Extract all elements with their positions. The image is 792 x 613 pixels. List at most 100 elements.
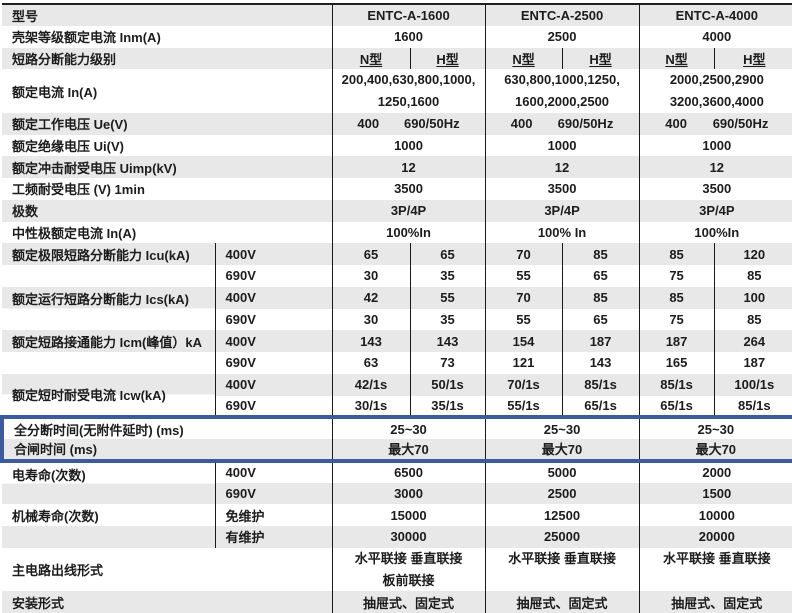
cell-value: 73	[409, 352, 486, 374]
value-line	[486, 570, 639, 592]
cell-value: 121	[484, 352, 563, 374]
cell-value: 100% In	[484, 221, 640, 244]
row-label: 安装形式	[2, 591, 333, 613]
cell-value: 85	[638, 286, 715, 309]
table-row: 中性极额定电流 In(A) 100%In 100% In 100%In	[2, 221, 792, 244]
cell-value: 85	[638, 243, 715, 265]
cell-value: 35	[409, 265, 486, 287]
row-label: 额定运行短路分断能力 Ics(kA)	[2, 286, 215, 331]
sub-label: 690V	[214, 482, 333, 505]
cell-value: 55	[409, 286, 486, 309]
cell-value: 630,800,1000,1250, 1600,2000,2500	[484, 69, 640, 113]
cell-value: 75	[638, 265, 715, 287]
cell-value: 75	[638, 308, 715, 331]
cell-value: 42	[331, 286, 411, 309]
table-row: 安装形式 抽屉式、固定式 抽屉式、固定式 抽屉式、固定式	[2, 591, 792, 613]
cell-value: 65/1s	[638, 395, 715, 418]
value-line: 1600,2000,2500	[515, 94, 610, 109]
sub-label: 690V	[214, 352, 333, 374]
table-row-highlighted: 全分断时间(无附件延时) (ms) 25~30 25~30 25~30	[0, 415, 792, 439]
cell-value: 12	[638, 156, 792, 178]
cell-value: 3000	[331, 482, 486, 505]
value-line: 水平联接 垂直联接	[662, 550, 771, 566]
cell-value: 85	[713, 265, 792, 287]
row-label: 全分断时间(无附件延时) (ms)	[0, 415, 333, 439]
table-row: 690V 3000 2500 1500	[2, 482, 792, 505]
table-row: 机械寿命(次数) 免维护 15000 12500 10000	[2, 504, 792, 548]
table-row: 690V 30/1s 35/1s 55/1s 65/1s 65/1s 85/1s	[2, 395, 792, 418]
cell-value: 4000	[638, 25, 792, 48]
table-row: 额定冲击耐受电压 Uimp(kV) 12 12 12	[2, 156, 792, 178]
value-line: 1250,1600	[377, 94, 440, 109]
cell-value: 6500	[331, 460, 486, 483]
cell-value: 187	[561, 330, 640, 352]
cell-value: 25~30	[484, 415, 640, 439]
row-label: 额定电流 In(A)	[2, 69, 333, 113]
cell-value: 154	[484, 330, 563, 352]
cell-value: 20000	[638, 526, 792, 548]
cell-value: 3500	[484, 178, 640, 200]
cell-value: 2000,2500,2900 3200,3600,4000	[638, 69, 792, 113]
row-label: 机械寿命(次数)	[2, 504, 215, 548]
sub-label: 690V	[214, 265, 333, 287]
table-row: 壳架等级额定电流 Inm(A) 1600 2500 4000	[2, 25, 792, 48]
row-label: 电寿命(次数)	[2, 460, 215, 505]
cell-value: 143	[561, 352, 640, 374]
cell-value: 143	[409, 330, 486, 352]
cell-value: 70/1s	[484, 373, 563, 396]
type-header: H型	[561, 47, 640, 70]
cell-value: 85/1s	[713, 395, 792, 418]
table-row: 型号 ENTC-A-1600 ENTC-A-2500 ENTC-A-4000	[2, 4, 792, 26]
value-line: 水平联接 垂直联接	[354, 550, 463, 566]
value-line: 2000,2500,2900	[669, 72, 764, 88]
cell-value: 100%In	[331, 221, 486, 244]
table-row: 主电路出线形式 水平联接 垂直联接 板前联接 水平联接 垂直联接 水平联接 垂直…	[2, 547, 792, 592]
cell-value: 30	[331, 265, 411, 287]
cell-value: 1000	[484, 134, 640, 157]
cell-value: 55	[484, 308, 563, 331]
table-row: 有维护 30000 25000 20000	[2, 526, 792, 548]
model-name: ENTC-A-4000	[638, 4, 792, 26]
cell-value: 65	[409, 243, 486, 265]
cell-value: 100/1s	[713, 373, 792, 396]
cell-value: 25000	[484, 526, 640, 548]
table-row-highlighted: 合闸时间 (ms) 最大70 最大70 最大70	[0, 439, 792, 463]
cell-value: 抽屉式、固定式	[484, 591, 640, 613]
row-label: 额定冲击耐受电压 Uimp(kV)	[2, 156, 333, 178]
type-header: N型	[331, 47, 411, 70]
value-line: 3200,3600,4000	[669, 94, 764, 109]
table-row: 额定绝缘电压 Ui(V) 1000 1000 1000	[2, 134, 792, 157]
cell-value: 水平联接 垂直联接	[638, 547, 792, 592]
table-row: 额定运行短路分断能力 Ics(kA) 400V 42 55 70 85 85 1…	[2, 286, 792, 331]
value-line: 水平联接 垂直联接	[508, 550, 616, 566]
sub-label: 400V	[214, 286, 333, 309]
sub-label: 有维护	[214, 526, 333, 548]
cell-value: 85	[561, 286, 640, 309]
cell-value: 264	[713, 330, 792, 352]
cell-value: 187	[713, 352, 792, 374]
cell-value: 50/1s	[409, 373, 486, 396]
cell-value: 3500	[331, 178, 486, 200]
cell-value: 120	[713, 243, 792, 265]
cell-value: 3P/4P	[638, 199, 792, 222]
row-label: 额定短时耐受电流 Icw(kA)	[2, 373, 215, 418]
cell-value: 2500	[484, 482, 640, 505]
table-row: 额定电流 In(A) 200,400,630,800,1000, 1250,16…	[2, 69, 792, 113]
table-row: 电寿命(次数) 400V 6500 5000 2000	[2, 460, 792, 505]
cell-value: 25~30	[331, 415, 486, 439]
model-name: ENTC-A-2500	[484, 4, 640, 26]
table-row: 额定工作电压 Ue(V) 400 690/50Hz 400 690/50Hz 400…	[2, 112, 792, 135]
cell-value: 100	[713, 286, 792, 309]
cell-value: 35	[409, 308, 486, 331]
table-row: 短路分断能力级别 N型 H型 N型 H型 N型 H型	[2, 47, 792, 70]
value-part: 690/50Hz	[557, 116, 614, 132]
cell-value: 35/1s	[409, 395, 486, 418]
row-label: 极数	[2, 199, 333, 222]
cell-value: 85/1s	[638, 373, 715, 396]
cell-value: 143	[331, 330, 411, 352]
cell-value: 30	[331, 308, 411, 331]
cell-value: 200,400,630,800,1000, 1250,1600	[331, 69, 486, 113]
cell-value: 15000	[331, 504, 486, 526]
table-row: 额定极限短路分断能力 Icu(kA) 400V 65 65 70 85 85 1…	[2, 243, 792, 287]
sub-label: 400V	[214, 330, 333, 352]
